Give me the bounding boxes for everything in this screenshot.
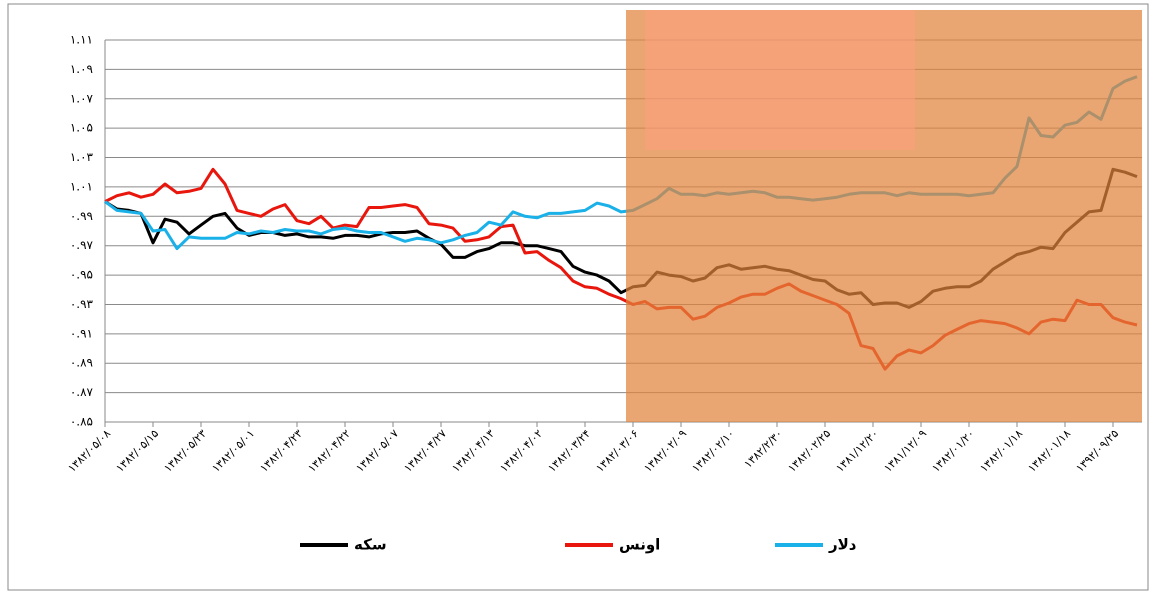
y-tick-label: ۱.۰۵ bbox=[70, 121, 93, 135]
y-tick-label: ۰.۸۵ bbox=[70, 415, 93, 429]
y-tick-label: ۰.۹۷ bbox=[70, 238, 94, 252]
y-tick-label: ۰.۹۵ bbox=[70, 268, 93, 282]
legend-label: سکه bbox=[354, 536, 387, 554]
legend-label: دلار bbox=[828, 536, 857, 554]
y-tick-label: ۱.۱۱ bbox=[70, 33, 93, 47]
y-tick-label: ۱.۰۹ bbox=[70, 62, 93, 76]
y-tick-label: ۱.۰۳ bbox=[70, 150, 94, 164]
y-tick-label: ۰.۸۹ bbox=[70, 356, 93, 370]
y-tick-label: ۰.۸۷ bbox=[70, 385, 94, 399]
y-tick-label: ۰.۹۳ bbox=[70, 297, 94, 311]
y-tick-label: ۰.۹۱ bbox=[70, 326, 93, 340]
legend-label: اونس bbox=[619, 536, 660, 554]
y-tick-label: ۱.۰۱ bbox=[70, 179, 93, 193]
highlight-inner bbox=[645, 10, 915, 150]
y-tick-label: ۰.۹۹ bbox=[70, 209, 93, 223]
y-tick-label: ۱.۰۷ bbox=[70, 91, 94, 105]
